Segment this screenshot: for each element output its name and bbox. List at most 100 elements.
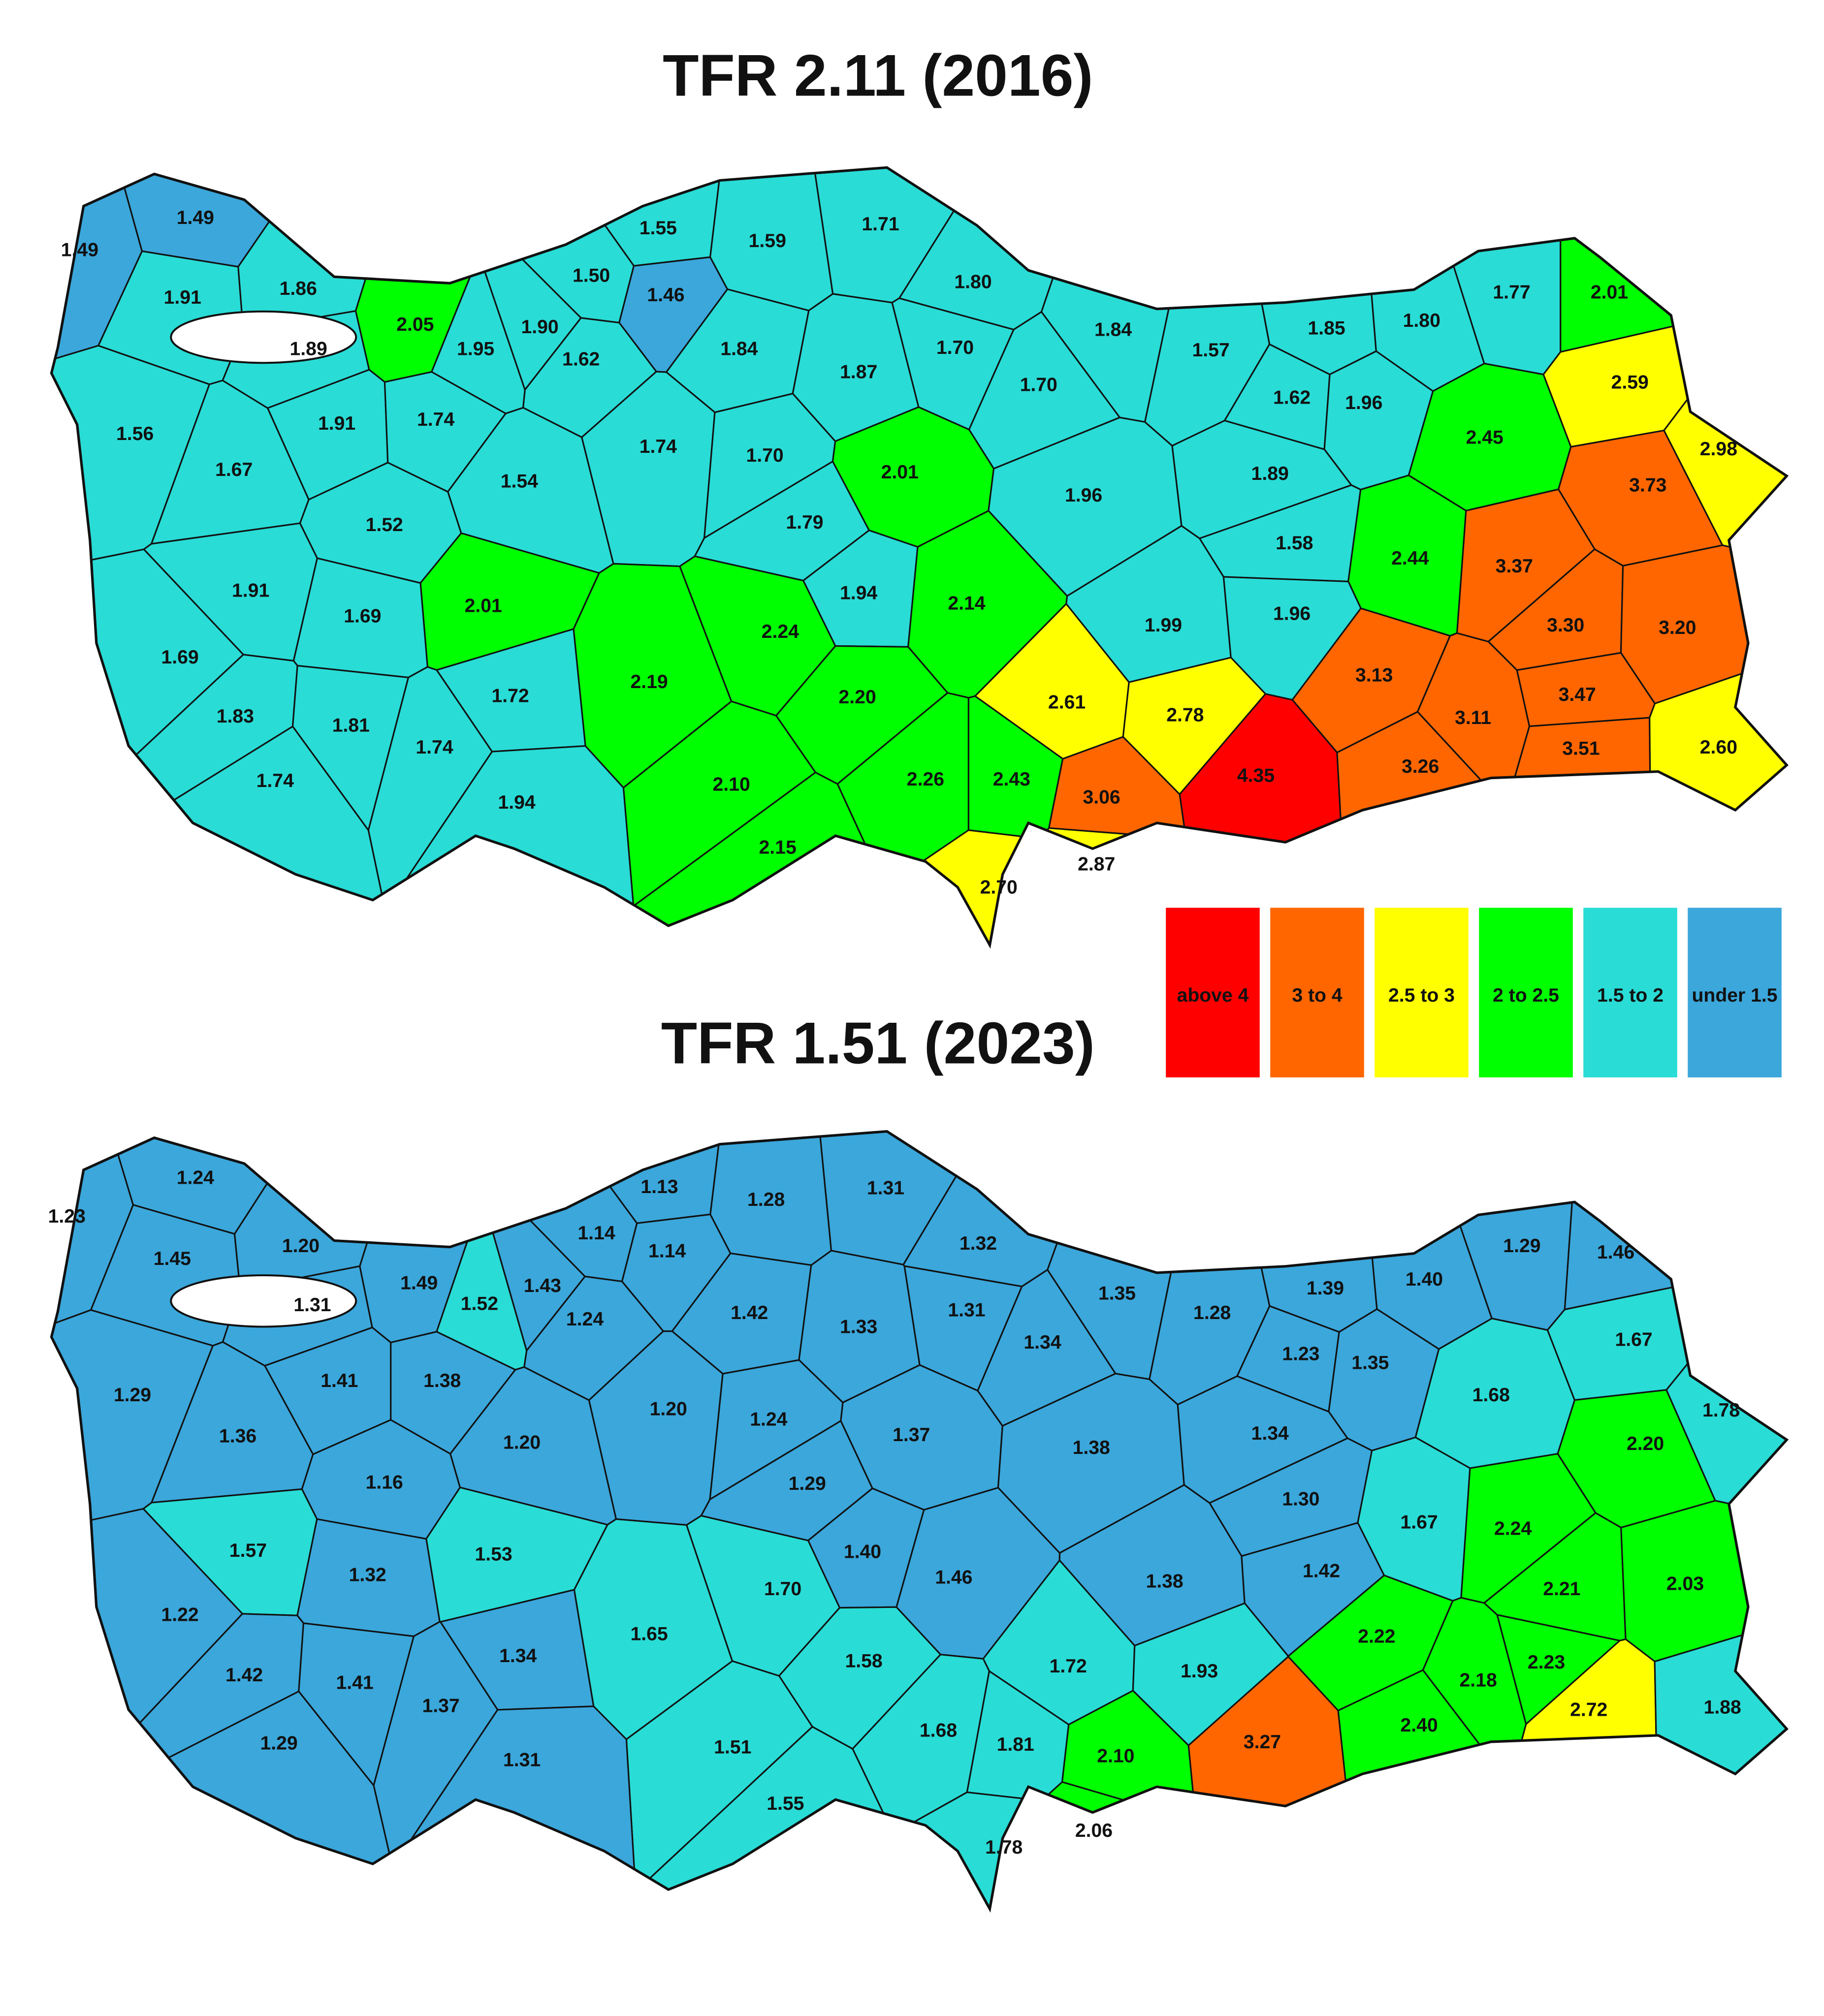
province-label: 1.69 — [344, 606, 381, 627]
province-label: 1.55 — [640, 218, 677, 239]
province-label: 1.28 — [747, 1189, 785, 1210]
province — [709, 167, 834, 312]
legend-label: 1.5 to 2 — [1597, 985, 1664, 1006]
province-label: 1.65 — [630, 1624, 668, 1645]
province-label: 1.38 — [423, 1370, 461, 1391]
province-label: 1.53 — [475, 1544, 512, 1565]
province-label: 1.24 — [566, 1309, 604, 1330]
province-label: 1.29 — [1503, 1235, 1540, 1257]
province-label: 1.43 — [524, 1275, 561, 1296]
map-title: TFR 2.11 (2016) — [663, 43, 1093, 109]
province-label: 2.60 — [1700, 737, 1737, 758]
legend-swatch — [1688, 908, 1782, 1077]
province-label: 1.69 — [161, 647, 198, 668]
legend-label: above 4 — [1177, 985, 1249, 1006]
province-label: 1.13 — [640, 1176, 678, 1197]
province-label: 1.79 — [786, 512, 823, 533]
province-label: 1.86 — [280, 278, 317, 299]
province-label: 1.38 — [1073, 1437, 1110, 1458]
province-label: 1.49 — [400, 1273, 438, 1294]
province-label: 1.58 — [1276, 533, 1313, 554]
province-label: 3.37 — [1496, 556, 1533, 577]
province-label: 1.59 — [749, 230, 786, 252]
province-label: 1.24 — [750, 1409, 787, 1430]
province-label: 1.93 — [1181, 1661, 1218, 1682]
province-label: 2.24 — [1494, 1518, 1532, 1539]
province-label: 4.35 — [1237, 765, 1275, 786]
province-label: 1.74 — [256, 770, 294, 791]
province-label: 1.78 — [1702, 1400, 1740, 1421]
province-label: 1.52 — [366, 514, 403, 536]
province-label: 1.67 — [1615, 1329, 1652, 1351]
province-label: 1.91 — [164, 287, 201, 308]
province-label: 1.34 — [1251, 1423, 1289, 1444]
province — [539, 1131, 726, 1225]
province-label: 1.70 — [746, 445, 783, 466]
province-label: 1.32 — [349, 1564, 386, 1585]
province-label: 1.52 — [461, 1293, 498, 1314]
province-label: 2.70 — [980, 877, 1018, 898]
province-label: 1.33 — [840, 1316, 877, 1337]
province-label: 1.34 — [499, 1645, 537, 1667]
marmara-sea — [170, 1274, 357, 1328]
map: 1.49 1.49 1.91 1.86 1.89 2.05 1.95 1.90 1.55 1.50… — [0, 129, 1824, 977]
province-label: 1.70 — [1020, 375, 1057, 396]
province-label: 1.57 — [229, 1540, 267, 1561]
province-label: 1.31 — [867, 1177, 904, 1198]
province-label: 1.62 — [562, 348, 600, 370]
province-label: 2.19 — [630, 671, 668, 693]
province-label: 1.42 — [225, 1665, 263, 1686]
province-label: 1.29 — [260, 1732, 297, 1754]
province-label: 2.44 — [1391, 548, 1429, 569]
province-label: 2.61 — [1048, 692, 1086, 713]
legend-swatch — [1166, 908, 1260, 1077]
province-label: 3.11 — [1455, 707, 1491, 728]
legend-label: 3 to 4 — [1292, 985, 1342, 1006]
province-label: 2.98 — [1700, 439, 1737, 460]
province-label: 1.72 — [1050, 1656, 1087, 1677]
legend: above 4 3 to 4 2.5 to 3 2 to 2.5 1.5 to 2 und… — [1166, 908, 1782, 1077]
province-label: 1.46 — [647, 284, 684, 306]
province-label: 2.78 — [1166, 705, 1204, 726]
province-label: 1.24 — [177, 1167, 214, 1189]
province-label: 2.01 — [1591, 282, 1628, 303]
province-label: 1.51 — [714, 1736, 751, 1758]
province-label: 1.96 — [1065, 485, 1102, 506]
province-label: 2.01 — [465, 596, 502, 617]
province-label: 2.87 — [1078, 854, 1115, 875]
province-label: 1.20 — [282, 1235, 320, 1257]
province-label: 1.81 — [332, 715, 370, 736]
province-label: 2.40 — [1400, 1715, 1438, 1736]
province — [1620, 1500, 1787, 1663]
province-label: 1.49 — [177, 207, 214, 228]
province-label: 2.43 — [993, 769, 1030, 790]
province-label: 1.77 — [1493, 282, 1530, 303]
province-label: 1.85 — [1308, 318, 1345, 339]
province-label: 1.14 — [648, 1240, 686, 1261]
province-label: 1.39 — [1307, 1278, 1344, 1299]
province-label: 1.49 — [61, 239, 98, 260]
province-label: 1.20 — [650, 1399, 687, 1420]
province-label: 1.34 — [1024, 1332, 1061, 1353]
province-label: 1.29 — [789, 1473, 826, 1494]
province-label: 1.74 — [417, 409, 454, 430]
province-label: 2.06 — [1075, 1820, 1113, 1841]
province-label: 1.74 — [416, 737, 453, 758]
legend-label: 2 to 2.5 — [1493, 985, 1559, 1006]
map-title: TFR 1.51 (2023) — [661, 1010, 1095, 1076]
legend-swatch — [1270, 908, 1364, 1077]
province-label: 1.78 — [985, 1837, 1023, 1858]
province-label: 1.37 — [893, 1424, 930, 1446]
province-label: 1.88 — [1704, 1697, 1741, 1718]
province-label: 1.55 — [767, 1793, 804, 1814]
legend-swatch — [1583, 908, 1677, 1077]
province-label: 1.40 — [844, 1541, 881, 1562]
province-label: 1.68 — [1472, 1385, 1510, 1406]
provinces — [51, 1131, 1787, 1909]
province-label: 1.81 — [997, 1734, 1034, 1755]
province-label: 3.26 — [1402, 756, 1439, 777]
province-label: 1.38 — [1146, 1571, 1183, 1592]
province-label: 1.29 — [114, 1385, 151, 1406]
province-label: 1.37 — [422, 1696, 459, 1717]
